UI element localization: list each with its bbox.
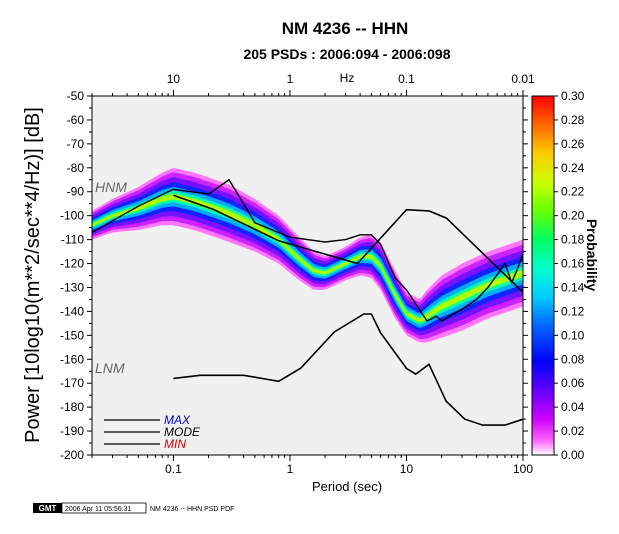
colorbar-tick-label: 0.10 — [561, 328, 585, 342]
y-tick-label: -110 — [61, 233, 84, 247]
colorbar-tick-label: 0.30 — [561, 89, 585, 103]
lnm-label: LNM — [95, 360, 125, 376]
colorbar-tick-label: 0.20 — [561, 209, 585, 223]
colorbar-tick-label: 0.00 — [561, 448, 585, 462]
legend-max-label: MAX — [164, 413, 191, 427]
colorbar-ticks: 0.00 0.02 0.04 0.06 0.08 0.10 0.12 0.14 0.16 0.18… — [554, 89, 585, 462]
colorbar-tick-label: 0.18 — [561, 233, 585, 247]
axes-layer: -50 -60 -70 -80 -90 -100 -110 -120 -130 -140 -150 -… — [60, 72, 535, 476]
colorbar-tick-label: 0.08 — [561, 352, 585, 366]
x-tick-label: 100 — [513, 462, 533, 476]
lines-layer — [92, 178, 523, 426]
density-band-3 — [92, 182, 523, 332]
colorbar-tick-label: 0.26 — [561, 137, 585, 151]
top-tick-label: 0.01 — [511, 72, 535, 86]
colorbar — [531, 95, 555, 456]
y-tick-label: -120 — [60, 257, 84, 271]
gmt-logo-box — [33, 503, 62, 513]
colorbar-tick-label: 0.04 — [561, 400, 585, 414]
x-tick-label: 0.1 — [165, 462, 182, 476]
x-axis-label: Period (sec) — [312, 479, 382, 494]
hnm-label: HNM — [95, 179, 127, 195]
chart-title: NM 4236 -- HHN — [282, 19, 409, 38]
top-tick-label: 0.1 — [398, 72, 415, 86]
y-tick-label: -50 — [67, 89, 85, 103]
density-layer — [92, 168, 523, 343]
colorbar-tick-label: 0.22 — [561, 185, 585, 199]
y-tick-label: -130 — [60, 280, 84, 294]
legend-mode-label: MODE — [164, 425, 201, 439]
y-tick-label: -90 — [67, 185, 85, 199]
top-tick-label: 10 — [167, 72, 181, 86]
y-tick-label: -180 — [60, 400, 84, 414]
y-tick-label: -200 — [60, 448, 84, 462]
hnm-curve — [173, 194, 523, 293]
colorbar-tick-label: 0.02 — [561, 424, 585, 438]
chart-subtitle: 205 PSDs : 2006:094 - 2006:098 — [243, 46, 450, 62]
top-tick-label: 1 — [287, 72, 294, 86]
colorbar-tick-label: 0.12 — [561, 304, 585, 318]
footer-timestamp: 2006 Apr 11 05:56:31 — [65, 506, 132, 513]
colorbar-tick-label: 0.28 — [561, 113, 585, 127]
timestamp-box — [61, 502, 147, 514]
y-tick-label: -100 — [60, 209, 84, 223]
y-tick-label: -170 — [60, 376, 84, 390]
colorbar-label: Probability — [584, 219, 600, 292]
gmt-logo: GMT — [39, 504, 57, 513]
mode-max-curve — [92, 178, 523, 322]
y-tick-label: -60 — [67, 113, 85, 127]
footer-caption: NM 4236 -- HHN PSD PDF — [150, 506, 234, 513]
colorbar-tick-label: 0.06 — [561, 376, 585, 390]
y-tick-label: -160 — [60, 352, 84, 366]
legend-min-label: MIN — [164, 437, 186, 451]
legend: MAX MODE MIN — [104, 413, 201, 451]
y-tick-label: -190 — [60, 424, 84, 438]
y-tick-label: -140 — [60, 304, 84, 318]
colorbar-tick-label: 0.14 — [561, 280, 585, 294]
y-tick-label: -150 — [60, 328, 84, 342]
lnm-curve — [173, 313, 523, 426]
colorbar-tick-label: 0.24 — [561, 161, 585, 175]
colorbar-tick-label: 0.16 — [561, 257, 585, 271]
top-axis-label: Hz — [340, 71, 355, 85]
y-tick-label: -80 — [67, 161, 85, 175]
x-tick-label: 10 — [400, 462, 414, 476]
x-tick-label: 1 — [287, 462, 294, 476]
y-tick-label: -70 — [67, 137, 85, 151]
y-axis-label: Power [10log10(m**2/sec**4/Hz)] [dB] — [22, 107, 44, 443]
